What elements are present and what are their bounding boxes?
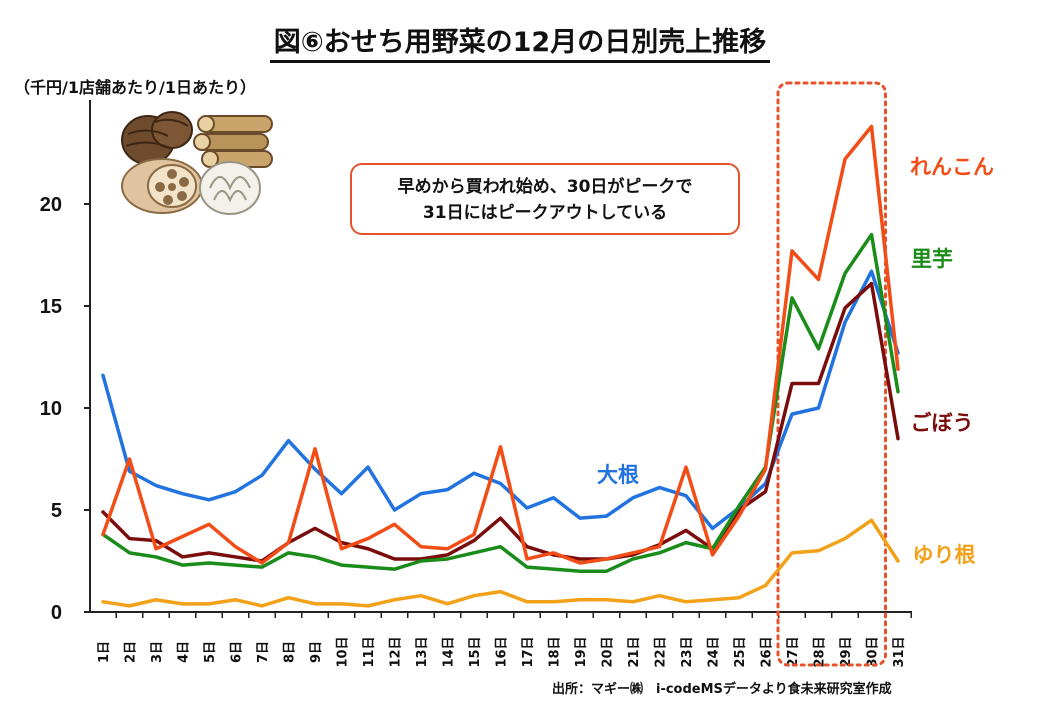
source-note: 出所：マギー㈱ i-codeMSデータより食未来研究室作成 xyxy=(552,682,892,697)
x-tick-label: 27日 xyxy=(786,636,801,667)
y-tick-label: 5 xyxy=(51,500,62,522)
x-tick-label: 6日 xyxy=(230,641,245,663)
x-tick-label: 3日 xyxy=(150,641,165,663)
callout-line-2: 31日にはピークアウトしている xyxy=(422,203,668,223)
series-label-yurine: ゆり根 xyxy=(913,543,976,567)
x-tick-label: 11日 xyxy=(362,636,377,667)
x-tick-label: 18日 xyxy=(548,636,563,667)
x-tick-label: 13日 xyxy=(415,636,430,667)
x-tick-label: 14日 xyxy=(442,636,457,667)
x-tick-label: 22日 xyxy=(654,636,669,667)
x-tick-label: 25日 xyxy=(733,636,748,667)
series-label-gobou: ごぼう xyxy=(911,411,974,435)
y-tick-label: 15 xyxy=(40,296,62,318)
x-tick-label: 26日 xyxy=(760,636,775,667)
y-axis-unit-label: （千円/1店舗あたり/1日あたり） xyxy=(14,78,256,97)
taro-icon xyxy=(121,111,193,165)
x-tick-label: 17日 xyxy=(521,636,536,667)
x-tick-label: 7日 xyxy=(256,641,271,663)
series-line-yurine xyxy=(101,518,900,608)
x-tick-label: 23日 xyxy=(680,636,695,667)
x-tick-label: 20日 xyxy=(601,636,616,667)
x-tick-label: 1日 xyxy=(97,641,112,663)
x-tick-label: 10日 xyxy=(336,636,351,667)
x-tick-label: 2日 xyxy=(124,641,139,663)
x-tick-label: 16日 xyxy=(495,636,510,667)
y-tick-label: 0 xyxy=(51,602,62,624)
series-line-daikon xyxy=(101,269,900,531)
x-tick-label: 29日 xyxy=(839,636,854,667)
chart-title-text: 図⑥おせち用野菜の12月の日別売上推移 xyxy=(269,27,771,63)
series-line-gobou xyxy=(101,281,900,563)
series-line-renkon xyxy=(101,124,900,565)
annotation-callout: 早めから買われ始め、30日がピークで 31日にはピークアウトしている xyxy=(350,163,740,235)
x-tick-label: 4日 xyxy=(177,641,192,663)
vegetables-illustration xyxy=(121,111,273,215)
series-label-satoimo: 里芋 xyxy=(911,247,953,271)
x-tick-label: 28日 xyxy=(813,636,828,667)
y-tick-label: 20 xyxy=(40,194,62,216)
x-tick-label: 5日 xyxy=(203,641,218,663)
x-tick-label: 19日 xyxy=(574,636,589,667)
x-tick-label: 31日 xyxy=(892,636,907,667)
burdock-roots-icon xyxy=(193,115,273,168)
y-tick-label: 10 xyxy=(40,398,62,420)
x-tick-label: 8日 xyxy=(283,641,298,663)
x-tick-label: 24日 xyxy=(707,636,722,667)
callout-line-1: 早めから買われ始め、30日がピークで xyxy=(397,177,693,197)
x-tick-label: 30日 xyxy=(866,636,881,667)
series-label-daikon: 大根 xyxy=(597,463,639,487)
chart-title: 図⑥おせち用野菜の12月の日別売上推移 xyxy=(0,20,1040,63)
highlight-range-box xyxy=(776,81,887,667)
x-tick-label: 12日 xyxy=(389,636,404,667)
lotus-root-icon xyxy=(121,158,203,214)
x-tick-label: 15日 xyxy=(468,636,483,667)
lily-bulb-icon xyxy=(199,161,261,215)
x-tick-label: 21日 xyxy=(627,636,642,667)
x-tick-label: 9日 xyxy=(309,641,324,663)
series-label-renkon: れんこん xyxy=(910,155,994,179)
